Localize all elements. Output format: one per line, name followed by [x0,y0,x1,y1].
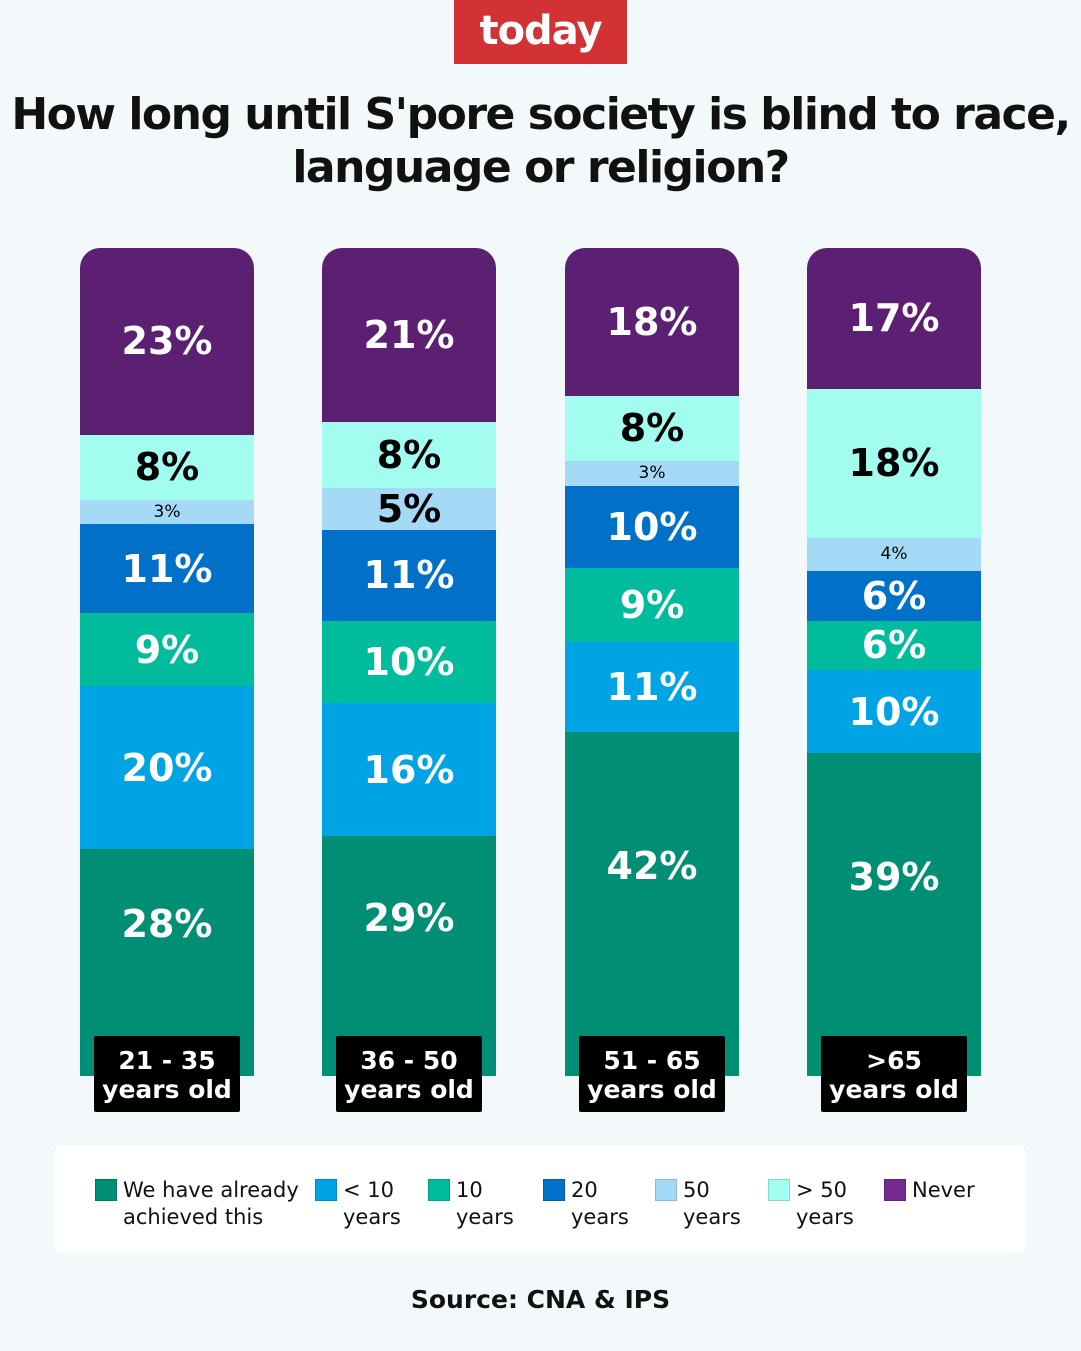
bar-segment: 6% [807,620,981,671]
bar-segment: 23% [80,248,254,435]
bar-2: 42% 11% 9% 10% 3% 8% 18% [565,248,739,1076]
bar-segment: 20% [80,686,254,849]
legend-label: Never [912,1178,975,1202]
legend-item: < 10 years [315,1177,401,1231]
bar-segment: 8% [322,421,496,489]
legend-swatch [884,1179,906,1201]
bar-segment: 3% [565,461,739,486]
bar-segment: 5% [322,487,496,531]
legend-swatch [315,1179,337,1201]
bar-segment: 18% [565,248,739,396]
legend-swatch [428,1179,450,1201]
bar-segment: 39% [807,753,981,1076]
category-label: 51 - 65 years old [579,1036,725,1112]
bar-0: 28% 20% 9% 11% 3% 8% 23% [80,248,254,1076]
legend-item: Never [884,1177,975,1204]
bar-segment: 8% [80,434,254,500]
legend-label: 50 years [683,1178,741,1229]
bar-segment: 11% [322,529,496,621]
legend-label: 10 years [456,1178,514,1229]
category-label: >65 years old [821,1036,967,1112]
legend-item: > 50 years [768,1177,854,1231]
legend-label: > 50 years [796,1178,854,1229]
legend-item: We have already achieved this [95,1177,299,1231]
legend-label: We have already achieved this [123,1178,299,1229]
category-label: 21 - 35 years old [94,1036,240,1112]
bar-segment: 11% [80,524,254,614]
bar-segment: 6% [807,570,981,621]
bar-segment: 9% [565,567,739,642]
legend-label: < 10 years [343,1178,401,1229]
bar-3: 39% 10% 6% 6% 4% 18% 17% [807,248,981,1076]
bar-segment: 16% [322,703,496,836]
bar-segment: 9% [80,613,254,687]
legend: We have already achieved this < 10 years 10 y… [55,1145,1025,1253]
bar-segment: 8% [565,395,739,462]
legend-swatch [543,1179,565,1201]
bar-segment: 10% [322,620,496,704]
bar-segment: 11% [565,641,739,732]
legend-item: 50 years [655,1177,741,1231]
legend-swatch [95,1179,117,1201]
source-note: Source: CNA & IPS [410,1285,671,1314]
legend-swatch [768,1179,790,1201]
bar-1: 29% 16% 10% 11% 5% 8% 21% [322,248,496,1076]
bar-segment: 4% [807,537,981,571]
bar-segment: 10% [807,670,981,754]
legend-item: 20 years [543,1177,629,1231]
chart-title: How long until S'pore society is blind t… [11,89,1071,193]
bar-segment: 17% [807,248,981,389]
bar-segment: 18% [807,388,981,538]
legend-label: 20 years [571,1178,629,1229]
legend-swatch [655,1179,677,1201]
bar-segment: 29% [322,835,496,1076]
category-label: 36 - 50 years old [336,1036,482,1112]
legend-item: 10 years [428,1177,514,1231]
today-logo: today [454,0,627,64]
bar-segment: 42% [565,731,739,1076]
bar-segment: 3% [80,499,254,524]
bar-segment: 10% [565,485,739,568]
bar-segment: 21% [322,248,496,422]
